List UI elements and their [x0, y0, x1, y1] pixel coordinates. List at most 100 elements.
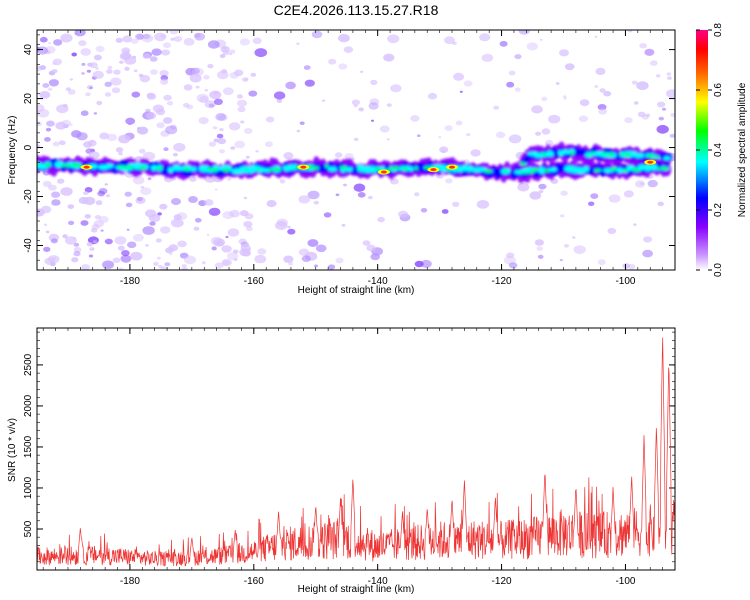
speckle-blob — [243, 221, 253, 228]
speckle-blob — [466, 133, 471, 137]
speckle-blob — [145, 244, 149, 247]
speckle-blob — [508, 70, 516, 76]
speckle-blob — [387, 34, 400, 44]
speckle-blob — [599, 88, 606, 93]
speckle-blob — [142, 151, 156, 161]
speckle-blob — [43, 246, 51, 252]
ridge-core-green — [413, 166, 419, 170]
speckle-blob — [188, 196, 198, 203]
x-tick-label: -120 — [492, 576, 512, 587]
speckle-blob — [189, 176, 197, 182]
speckle-blob — [386, 138, 390, 141]
speckle-blob — [151, 48, 162, 56]
speckle-blob — [142, 53, 151, 59]
speckle-blob — [94, 215, 102, 220]
speckle-blob — [159, 203, 168, 210]
speckle-blob — [273, 91, 286, 100]
ridge-core — [150, 165, 158, 171]
speckle-blob — [195, 85, 200, 89]
speckle-blob — [189, 73, 202, 83]
speckle-blob — [196, 93, 209, 103]
speckle-blob — [71, 257, 79, 263]
speckle-blob — [106, 69, 113, 74]
speckle-blob — [67, 204, 75, 210]
x-tick-label: -180 — [120, 576, 140, 587]
speckle-blob — [47, 87, 53, 92]
speckle-blob — [414, 192, 420, 197]
y-tick-label: 20 — [23, 93, 34, 105]
speckle-blob — [181, 267, 189, 270]
ridge-core-green — [71, 163, 81, 167]
speckle-blob — [243, 196, 248, 200]
speckle-blob — [301, 255, 311, 262]
speckle-blob — [228, 52, 233, 56]
speckle-blob — [357, 192, 366, 198]
speckle-blob — [88, 254, 94, 258]
speckle-blob — [232, 249, 239, 254]
speckle-blob — [666, 72, 671, 76]
speckle-blob — [201, 261, 206, 265]
speckle-blob — [58, 140, 66, 146]
speckle-blob — [125, 117, 136, 125]
speckle-blob — [508, 134, 522, 144]
y-tick-label: -40 — [23, 238, 34, 253]
spectrogram-ylabel: Frequency (Hz) — [7, 116, 18, 185]
speckle-blob — [455, 120, 463, 126]
ridge-core — [188, 166, 198, 172]
speckle-blob — [445, 178, 453, 184]
speckle-blob — [55, 121, 67, 130]
ridge-core-green — [483, 169, 494, 173]
speckle-blob — [65, 236, 77, 245]
speckle-blob — [135, 196, 146, 204]
speckle-blob — [534, 239, 545, 246]
snr-series-line — [37, 337, 675, 567]
speckle-blob — [371, 119, 374, 122]
speckle-blob — [386, 103, 392, 107]
hotspot-peak — [300, 165, 307, 169]
speckle-blob — [594, 85, 599, 88]
speckle-blob — [362, 240, 371, 246]
speckle-blob — [104, 81, 112, 88]
speckle-blob — [643, 236, 653, 243]
speckle-blob — [250, 72, 257, 77]
speckle-blob — [120, 254, 132, 263]
colorbar: 0.0 0.2 0.4 0.6 0.8 Normalized spectral ampl… — [696, 23, 748, 277]
speckle-blob — [538, 189, 544, 194]
speckle-blob — [146, 111, 157, 120]
speckle-blob — [136, 126, 149, 135]
speckle-blob — [78, 40, 87, 47]
speckle-blob — [563, 244, 570, 248]
ridge-core — [648, 164, 658, 171]
speckle-blob — [52, 141, 60, 147]
speckle-blob — [328, 58, 337, 65]
speckle-blob — [322, 99, 326, 102]
speckle-blob — [171, 218, 184, 228]
speckle-blob — [118, 267, 124, 270]
speckle-blob — [110, 77, 122, 86]
speckle-blob — [439, 146, 449, 153]
speckle-blob — [594, 35, 598, 38]
speckle-blob — [93, 54, 102, 61]
ridge-core-green — [622, 168, 629, 172]
speckle-blob — [130, 251, 143, 261]
speckle-blob — [518, 30, 530, 35]
speckle-blob — [234, 69, 244, 77]
speckle-blob — [264, 141, 273, 148]
speckle-blob — [204, 100, 216, 109]
speckle-blob — [169, 30, 179, 35]
speckle-blob — [129, 156, 133, 159]
ridge-core-green — [569, 151, 575, 155]
speckle-blob — [233, 258, 238, 261]
speckle-blob — [283, 255, 294, 263]
ridge-core — [616, 167, 624, 174]
speckle-blob — [128, 122, 132, 126]
speckle-blob — [37, 46, 48, 55]
speckle-blob — [661, 107, 667, 111]
speckle-blob — [254, 48, 268, 58]
speckle-blob — [107, 65, 113, 70]
y-tick-label: 500 — [23, 520, 34, 537]
speckle-blob — [252, 37, 262, 44]
chart-title: C2E4.2026.113.15.27.R18 — [274, 2, 439, 18]
speckle-blob — [603, 90, 612, 97]
speckle-blob — [573, 245, 586, 255]
